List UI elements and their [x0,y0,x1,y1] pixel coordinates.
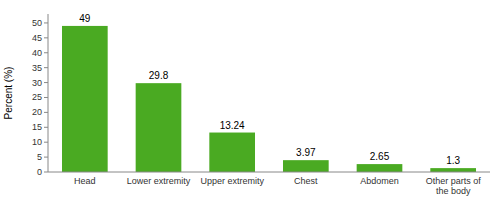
y-tick [44,52,48,53]
x-tick-label: Abdomen [360,176,399,186]
y-tick [44,142,48,143]
x-axis-line [48,172,490,173]
bar [283,160,329,172]
y-tick-label: 50 [32,18,42,28]
y-tick [44,97,48,98]
x-tick-label: Head [74,176,96,186]
bar [62,26,108,172]
bars [62,26,476,172]
data-label: 3.97 [296,147,316,158]
y-tick-label: 5 [37,152,42,162]
y-tick-label: 20 [32,107,42,117]
x-tick-label-line: Upper extremity [200,176,264,186]
chart-container: 49 29.8 13.24 3.97 2.65 1.3 0 5 10 15 20 25 30 35 40 45… [0,0,500,206]
x-tick-label: Other parts ofthe body [426,176,482,196]
x-tick-label: Lower extremity [127,176,191,186]
y-tick-label: 35 [32,63,42,73]
y-tick-label: 25 [32,92,42,102]
x-tick-label: Chest [294,176,318,186]
bar [136,83,182,172]
x-tick-label: Upper extremity [200,176,264,186]
y-tick [44,67,48,68]
y-tick-label: 45 [32,33,42,43]
data-label: 49 [79,13,91,24]
y-tick-label: 15 [32,122,42,132]
x-tick-label-line: Lower extremity [127,176,191,186]
x-tick-label-line: Head [74,176,96,186]
bar [209,133,255,172]
x-tick-label-line: Chest [294,176,318,186]
chart: 49 29.8 13.24 3.97 2.65 1.3 0 5 10 15 20 25 30 35 40 45… [0,0,500,206]
y-tick-label: 0 [37,167,42,177]
x-tick-label-line: the body [436,186,471,196]
y-tick [44,22,48,23]
bar [357,164,403,172]
x-tick-label-line: Abdomen [360,176,399,186]
y-tick-label: 10 [32,137,42,147]
data-label: 2.65 [370,151,390,162]
y-tick-label: 40 [32,48,42,58]
y-tick [44,112,48,113]
data-label: 13.24 [220,120,245,131]
x-tick-label-line: Other parts of [426,176,482,186]
y-tick [44,82,48,83]
y-tick [44,127,48,128]
y-tick-label: 30 [32,78,42,88]
data-label: 29.8 [149,70,169,81]
y-axis-label: Percent (%) [3,67,14,120]
data-label: 1.3 [446,155,460,166]
y-tick [44,172,48,173]
y-tick [44,37,48,38]
y-tick [44,157,48,158]
bar [430,168,476,172]
